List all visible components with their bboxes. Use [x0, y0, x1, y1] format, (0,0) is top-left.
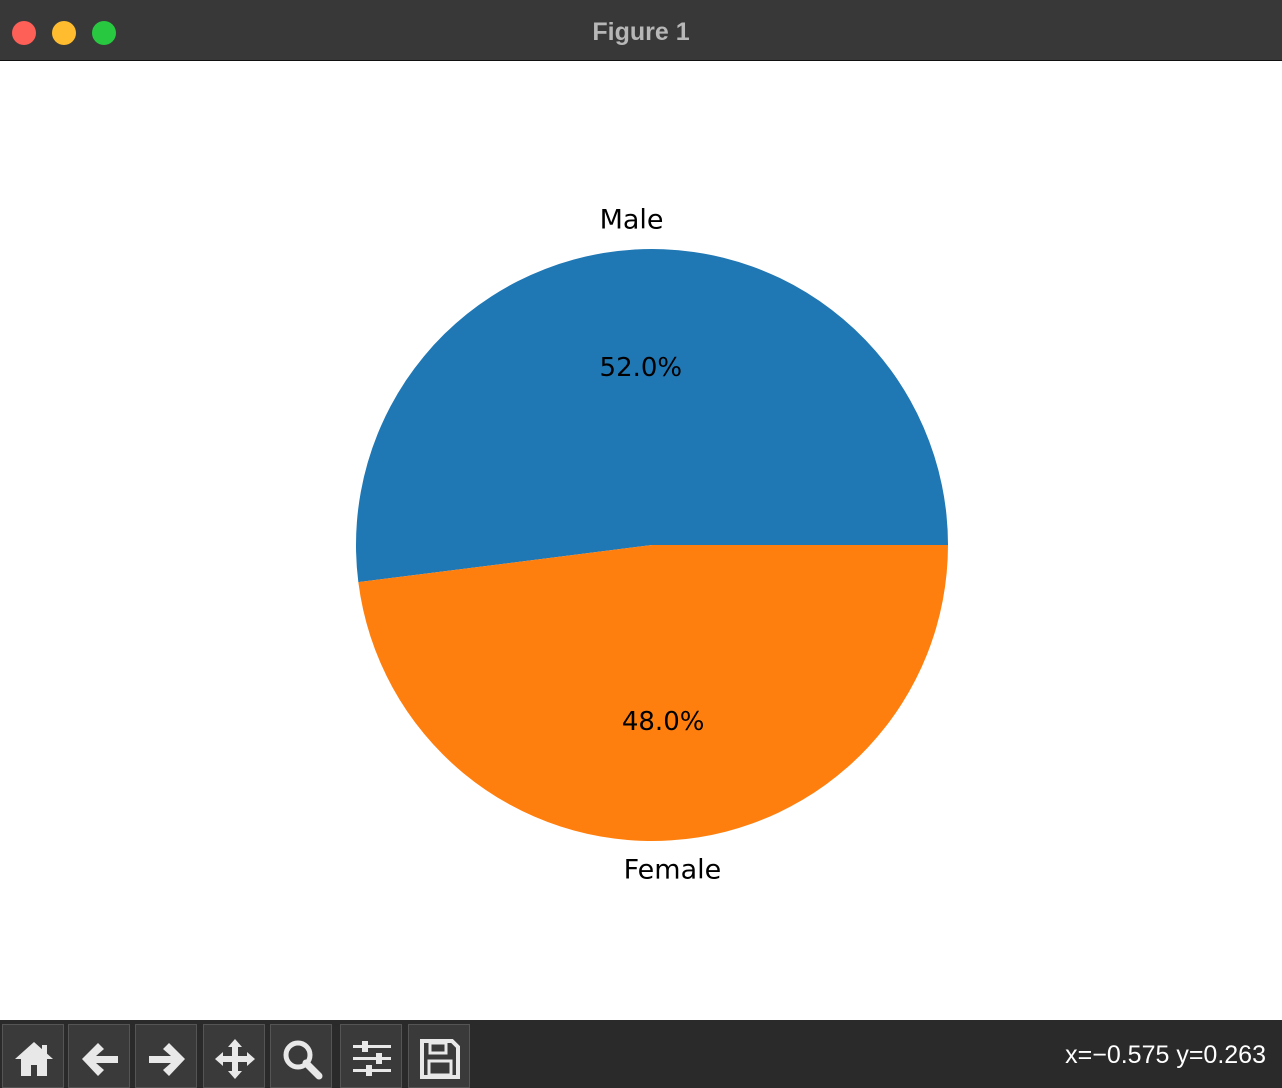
pie-category-label-male: Male: [600, 205, 664, 236]
zoom-button[interactable]: [270, 1024, 332, 1088]
configure-subplots-icon: [353, 1041, 391, 1076]
pie-slice-male: [356, 249, 949, 583]
window-title: Figure 1: [592, 18, 690, 46]
minimize-window-button[interactable]: [52, 21, 76, 45]
configure-subplots-button[interactable]: [340, 1024, 402, 1088]
forward-arrow-icon: [149, 1043, 185, 1076]
title-bar: Figure 1: [0, 0, 1282, 61]
pan-button[interactable]: [203, 1024, 265, 1088]
pie-percent-label-male: 52.0%: [600, 353, 683, 383]
save-button[interactable]: [408, 1024, 470, 1088]
pie-chart: 52.0% Male 48.0% Female: [356, 205, 949, 885]
pie-percent-label-female: 48.0%: [622, 707, 705, 737]
pie-slice-female: [358, 545, 948, 842]
back-button[interactable]: [68, 1024, 130, 1088]
cursor-coordinates: x=−0.575 y=0.263: [1065, 1041, 1266, 1069]
save-icon: [420, 1039, 460, 1079]
zoom-icon: [283, 1040, 323, 1080]
home-button[interactable]: [2, 1024, 64, 1088]
back-arrow-icon: [82, 1043, 118, 1076]
close-window-button[interactable]: [12, 21, 36, 45]
home-icon: [15, 1042, 53, 1076]
maximize-window-button[interactable]: [92, 21, 116, 45]
pan-icon: [215, 1039, 255, 1079]
forward-button[interactable]: [135, 1024, 197, 1088]
plot-canvas[interactable]: 52.0% Male 48.0% Female: [0, 61, 1282, 1020]
pie-category-label-female: Female: [624, 854, 722, 885]
navigation-toolbar: x=−0.575 y=0.263: [0, 1020, 1282, 1088]
